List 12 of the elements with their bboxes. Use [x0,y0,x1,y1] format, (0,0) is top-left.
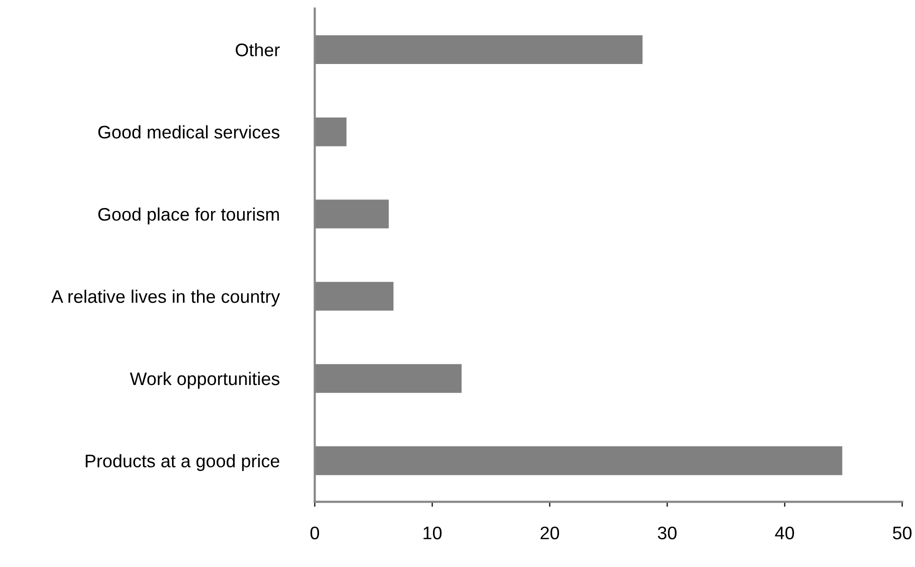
y-tick-label: Good place for tourism [98,208,279,224]
y-tick-label: Products at a good price [86,454,280,471]
x-tick-label: 0 [310,526,320,540]
x-tick-label: 30 [658,526,677,540]
y-tick-label: Good medical services [98,125,280,139]
x-tick-label: 50 [892,526,912,540]
y-tick-label: Other [236,43,280,56]
y-tick-label: A relative lives in the country [51,290,280,307]
y-tick-label: Work opportunities [130,372,280,389]
x-tick-label: 10 [424,526,442,540]
x-tick-label: 40 [775,526,794,540]
x-tick-label: 20 [540,526,560,540]
